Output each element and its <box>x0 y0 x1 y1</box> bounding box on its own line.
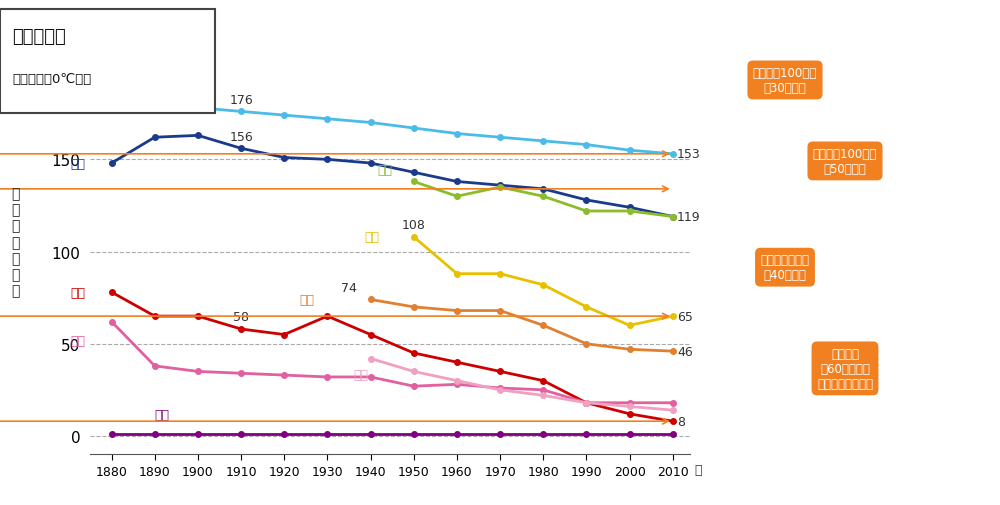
Text: 東京では
年60日あった
冬日がほぼゼロに: 東京では 年60日あった 冬日がほぼゼロに <box>817 347 873 390</box>
Text: 119: 119 <box>677 211 701 224</box>
Text: 176: 176 <box>229 94 253 107</box>
Text: 宮崎: 宮崎 <box>71 334 86 347</box>
Text: 仙台では冬日が
年40日減少: 仙台では冬日が 年40日減少 <box>761 254 810 282</box>
Text: 58: 58 <box>233 311 249 324</box>
Text: 札幌: 札幌 <box>71 157 86 170</box>
Text: 冬日の日数: 冬日の日数 <box>12 28 66 46</box>
Text: 年: 年 <box>694 463 702 476</box>
Text: 日最低気温0℃以下: 日最低気温0℃以下 <box>12 73 91 86</box>
Text: 108: 108 <box>402 219 426 232</box>
Text: 8: 8 <box>677 415 685 428</box>
Text: 前橋: 前橋 <box>299 293 314 307</box>
Text: 東京: 東京 <box>71 286 86 299</box>
Text: 46: 46 <box>677 345 693 358</box>
Text: 札幌では100年で
年50日減少: 札幌では100年で 年50日減少 <box>813 147 877 176</box>
Text: 74: 74 <box>341 281 357 294</box>
Text: 156: 156 <box>229 130 253 143</box>
Text: 那覇: 那覇 <box>155 409 170 421</box>
Text: 65: 65 <box>677 310 693 323</box>
Text: 盛岡: 盛岡 <box>377 164 392 177</box>
Text: 静岡: 静岡 <box>353 368 368 381</box>
Text: 仙台: 仙台 <box>364 231 379 244</box>
Text: 冬
日
の
日
数
／
年: 冬 日 の 日 数 ／ 年 <box>11 187 19 298</box>
Text: 旭川では100年で
年30日減少: 旭川では100年で 年30日減少 <box>753 67 817 95</box>
Text: 旭川: 旭川 <box>71 93 86 106</box>
Text: 153: 153 <box>677 148 701 161</box>
